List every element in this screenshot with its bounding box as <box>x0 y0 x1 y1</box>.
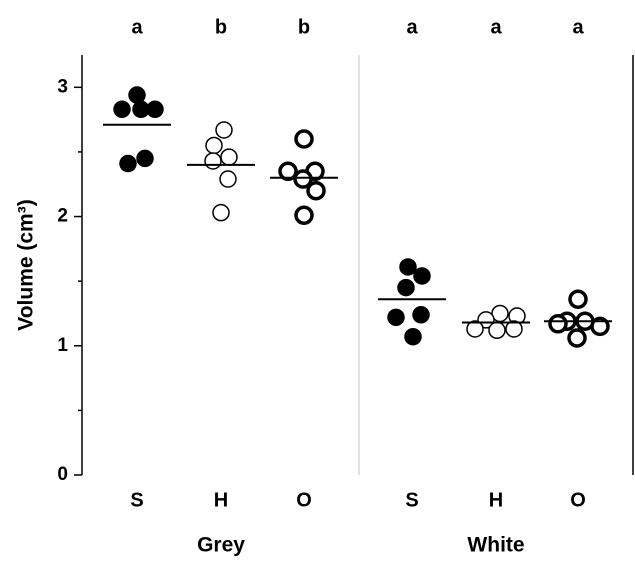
data-point <box>128 86 146 104</box>
data-point <box>220 148 238 166</box>
y-tick-label: 0 <box>57 464 68 485</box>
data-point <box>491 304 509 323</box>
data-point <box>590 316 610 337</box>
significance-letter: a <box>406 16 418 38</box>
data-point <box>204 152 222 170</box>
data-point <box>466 320 484 338</box>
data-point <box>219 170 237 188</box>
data-point <box>294 129 314 149</box>
x-tick-label: O <box>570 489 586 511</box>
significance-letter: a <box>572 16 584 38</box>
data-point <box>294 205 314 225</box>
data-point <box>413 267 431 285</box>
significance-letter: a <box>490 16 502 38</box>
data-point <box>568 289 588 309</box>
data-point <box>412 306 430 324</box>
x-tick-label: S <box>405 489 418 511</box>
data-point <box>212 203 230 222</box>
data-point <box>205 136 223 155</box>
data-point <box>505 320 523 338</box>
x-tick-label: H <box>489 489 503 511</box>
group-label: White <box>467 534 524 557</box>
data-point <box>293 169 313 189</box>
significance-letter: a <box>131 16 143 38</box>
data-point <box>567 328 587 348</box>
data-point <box>113 100 131 119</box>
significance-letter: b <box>298 16 310 38</box>
x-tick-label: O <box>296 489 312 511</box>
y-tick-label: 3 <box>57 76 68 97</box>
data-point <box>119 154 137 173</box>
data-point <box>136 149 154 168</box>
data-point <box>278 161 298 182</box>
data-point <box>146 100 164 119</box>
significance-letter: b <box>215 16 227 38</box>
data-point <box>387 308 405 327</box>
data-point <box>215 121 233 139</box>
data-point <box>399 258 417 276</box>
y-tick-label: 1 <box>57 335 68 356</box>
data-point <box>488 321 506 340</box>
x-tick-label: H <box>214 489 228 511</box>
group-label: Grey <box>197 534 245 557</box>
data-point <box>397 278 415 297</box>
data-point <box>404 327 422 346</box>
data-point <box>548 314 568 334</box>
y-axis-label: Volume (cm³) <box>15 199 38 330</box>
y-tick-label: 2 <box>57 206 68 227</box>
x-tick-label: S <box>130 489 143 511</box>
data-point <box>306 180 326 201</box>
